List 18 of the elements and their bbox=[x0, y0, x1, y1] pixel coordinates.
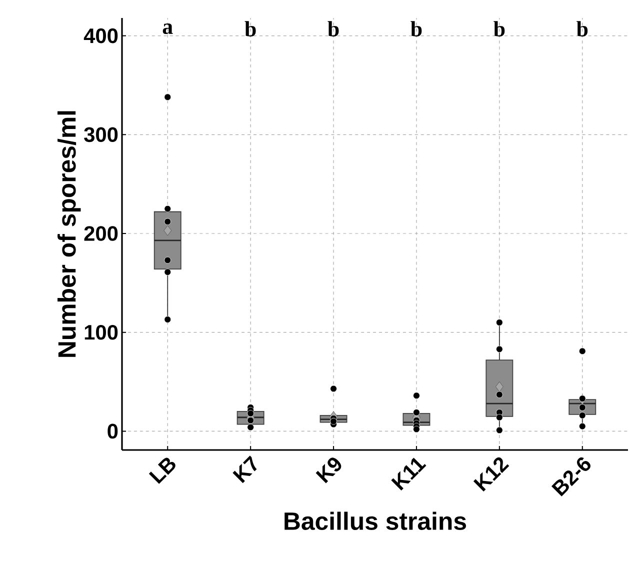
y-tick-label: 100 bbox=[84, 324, 118, 340]
y-tick-label: 400 bbox=[84, 28, 118, 44]
y-tick-label: 300 bbox=[84, 127, 118, 142]
y-axis-title: Number of spores/ml bbox=[58, 111, 81, 357]
x-tick-label: K9 bbox=[316, 458, 342, 484]
annotation: a bbox=[162, 24, 173, 34]
annotation: b bbox=[410, 21, 422, 37]
annotation: b bbox=[244, 21, 256, 37]
x-tick-label: K12 bbox=[473, 457, 510, 492]
x-tick-label: K7 bbox=[232, 456, 257, 484]
annotation: b bbox=[328, 21, 339, 37]
annotation: b bbox=[494, 21, 505, 37]
annotation: b bbox=[576, 21, 588, 37]
x-tick-label: K11 bbox=[391, 458, 426, 490]
x-axis-title: Bacillus strains bbox=[284, 512, 466, 530]
x-tick-label: LB bbox=[148, 458, 176, 484]
y-tick-label: 0 bbox=[108, 424, 118, 439]
y-tick-label: 200 bbox=[84, 226, 118, 241]
